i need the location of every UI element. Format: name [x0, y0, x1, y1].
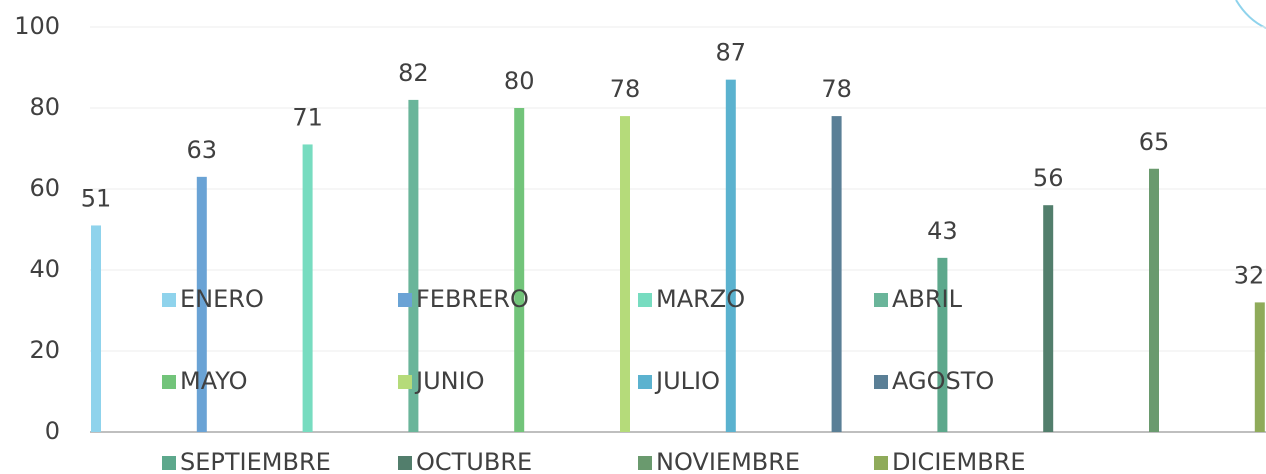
- data-label: 65: [1139, 128, 1170, 156]
- y-tick-label: 60: [29, 174, 60, 202]
- legend-label: MAYO: [180, 367, 248, 395]
- legend-swatch: [398, 456, 412, 470]
- legend-swatch: [638, 456, 652, 470]
- data-label: 87: [716, 39, 747, 67]
- legend-label: AGOSTO: [892, 367, 994, 395]
- bar: [1149, 168, 1159, 432]
- legend-swatch: [874, 456, 888, 470]
- y-tick-label: 0: [45, 417, 60, 445]
- bar: [831, 116, 842, 432]
- bar: [514, 108, 525, 432]
- data-label: 56: [1033, 164, 1064, 192]
- data-label: 71: [292, 103, 323, 131]
- legend-label: NOVIEMBRE: [656, 448, 800, 474]
- data-label: 32: [1234, 261, 1265, 289]
- y-tick-label: 100: [14, 12, 60, 40]
- legend-label: DICIEMBRE: [892, 448, 1026, 474]
- data-label: 78: [821, 75, 852, 103]
- legend-label: ENERO: [180, 285, 264, 313]
- y-tick-label: 80: [29, 93, 60, 121]
- legend-label: OCTUBRE: [416, 448, 532, 474]
- y-tick-label: 20: [29, 336, 60, 364]
- legend-swatch: [162, 375, 176, 389]
- bar: [620, 116, 630, 432]
- legend-label: FEBRERO: [416, 285, 529, 313]
- bar: [408, 99, 419, 433]
- bar: [302, 144, 313, 432]
- legend-swatch: [874, 293, 888, 307]
- legend-swatch: [398, 293, 412, 307]
- legend-swatch: [638, 293, 652, 307]
- legend-swatch: [398, 375, 412, 389]
- legend-swatch: [162, 456, 176, 470]
- legend-swatch: [638, 375, 652, 389]
- data-label: 51: [81, 184, 112, 212]
- data-label: 63: [187, 136, 218, 164]
- bar: [937, 257, 948, 432]
- bar: [1043, 205, 1054, 432]
- legend-label: SEPTIEMBRE: [180, 448, 331, 474]
- legend-swatch: [874, 375, 888, 389]
- bar: [725, 79, 736, 433]
- legend-label: JUNIO: [414, 367, 485, 395]
- legend-label: MARZO: [656, 285, 745, 313]
- legend-label: ABRIL: [892, 285, 963, 313]
- data-label: 82: [398, 59, 429, 87]
- bar: [196, 176, 207, 432]
- y-tick-label: 40: [29, 255, 60, 283]
- data-label: 78: [610, 75, 641, 103]
- data-label: 43: [927, 217, 958, 245]
- bar: [91, 225, 101, 432]
- data-label: 80: [504, 67, 535, 95]
- bar: [1254, 302, 1265, 432]
- decoration: [1235, 0, 1266, 29]
- legend-label: JULIO: [654, 367, 720, 395]
- legend-swatch: [162, 293, 176, 307]
